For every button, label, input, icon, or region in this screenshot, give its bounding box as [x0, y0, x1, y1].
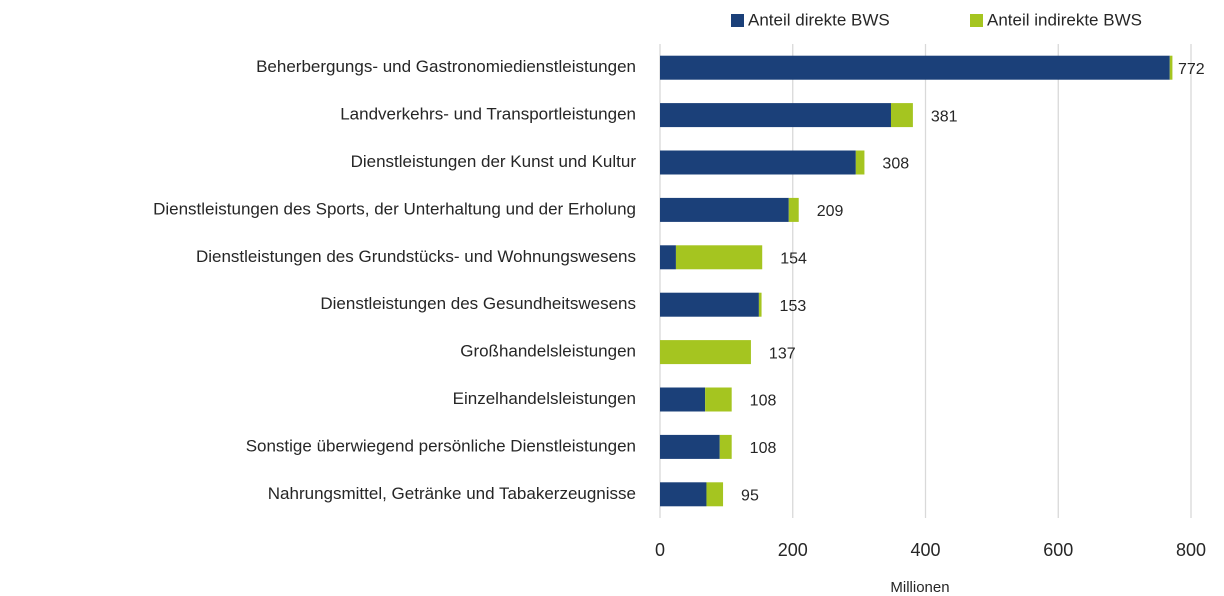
- y-tick-label: Dienstleistungen der Kunst und Kultur: [351, 152, 637, 171]
- y-tick-label: Landverkehrs- und Transportleistungen: [340, 105, 636, 124]
- x-tick-label: 600: [1043, 540, 1073, 560]
- bar-segment: [1169, 55, 1173, 80]
- bar-segment: [719, 434, 732, 459]
- x-tick-label: 400: [910, 540, 940, 560]
- total-label: 209: [817, 203, 844, 220]
- bar-segment: [660, 150, 856, 175]
- bar-segment: [660, 387, 706, 412]
- y-tick-label: Nahrungsmittel, Getränke und Tabakerzeug…: [268, 484, 636, 503]
- x-tick-label: 200: [778, 540, 808, 560]
- total-label: 772: [1178, 61, 1205, 78]
- total-label: 308: [882, 156, 909, 173]
- bar-segment: [660, 103, 891, 128]
- y-tick-label: Sonstige überwiegend persönliche Dienstl…: [246, 436, 636, 455]
- total-label: 108: [750, 440, 777, 457]
- legend-label: Anteil direkte BWS: [748, 10, 890, 29]
- legend-swatch: [970, 14, 983, 27]
- x-tick-label: 0: [655, 540, 665, 560]
- total-label: 381: [931, 108, 958, 125]
- y-tick-label: Dienstleistungen des Sports, der Unterha…: [153, 199, 636, 218]
- legend-label: Anteil indirekte BWS: [987, 10, 1142, 29]
- bar-segment: [660, 55, 1170, 80]
- y-tick-label: Dienstleistungen des Grundstücks- und Wo…: [196, 247, 636, 266]
- x-tick-label: 800: [1176, 540, 1206, 560]
- bar-segment: [705, 387, 732, 412]
- total-label: 137: [769, 345, 796, 362]
- total-label: 153: [780, 298, 807, 315]
- bar-segment: [758, 292, 762, 317]
- bar-segment: [890, 103, 913, 128]
- bar-segment: [660, 434, 720, 459]
- total-label: 108: [750, 393, 777, 410]
- y-tick-label: Einzelhandelsleistungen: [453, 389, 636, 408]
- bar-segment: [706, 482, 724, 507]
- total-label: 154: [780, 251, 807, 268]
- y-tick-label: Beherbergungs- und Gastronomiedienstleis…: [256, 57, 636, 76]
- bar-segment: [788, 197, 799, 222]
- bar-segment: [660, 245, 676, 270]
- bar-segment: [855, 150, 865, 175]
- bar-segment: [660, 197, 789, 222]
- bar-segment: [660, 292, 759, 317]
- total-label: 95: [741, 488, 759, 505]
- y-tick-label: Großhandelsleistungen: [460, 342, 636, 361]
- x-axis-label: Millionen: [890, 579, 949, 596]
- bar-segment: [675, 245, 763, 270]
- bar-segment: [660, 482, 707, 507]
- y-tick-label: Dienstleistungen des Gesundheitswesens: [320, 294, 636, 313]
- bar-segment: [660, 340, 751, 365]
- legend-swatch: [731, 14, 744, 27]
